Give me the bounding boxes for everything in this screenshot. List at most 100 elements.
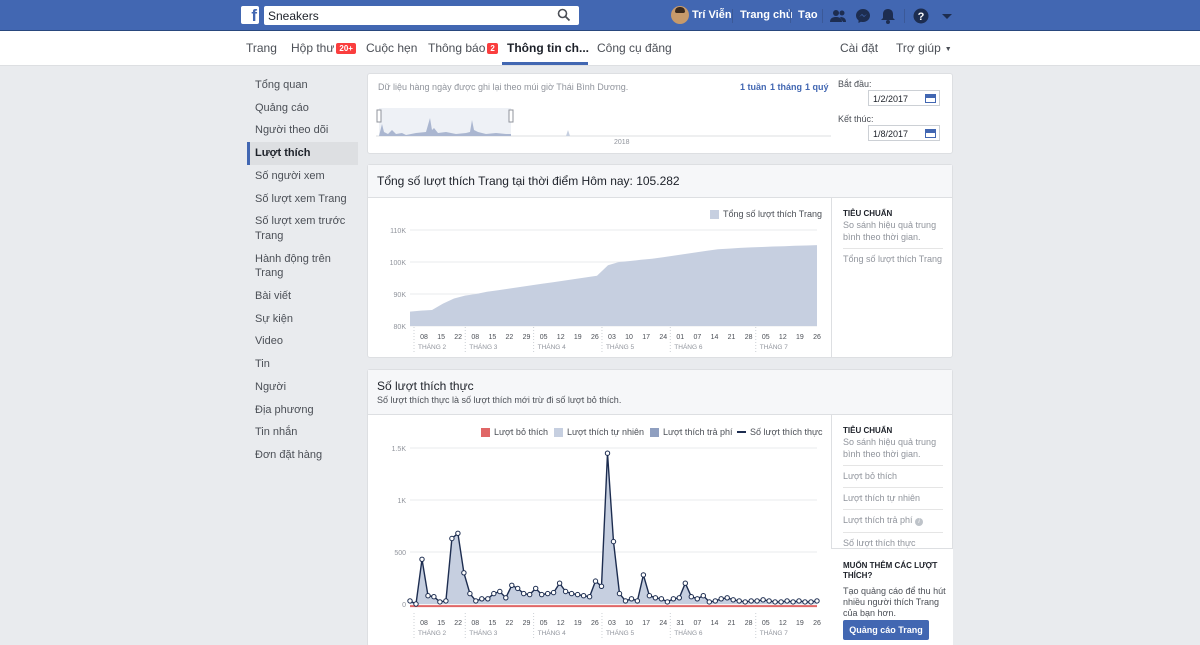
- legend-net[interactable]: Số lượt thích thực: [737, 427, 822, 437]
- minimap-handle-left[interactable]: [376, 109, 382, 123]
- sidebar-item-events[interactable]: Sự kiện: [255, 312, 293, 325]
- sidebar-item-followers[interactable]: Người theo dõi: [255, 124, 329, 137]
- home-link[interactable]: Trang chủ: [740, 9, 793, 21]
- range-1-week-link[interactable]: 1 tuần: [740, 82, 767, 92]
- data-point-net: [694, 596, 700, 602]
- avatar[interactable]: [671, 6, 689, 24]
- benchmark-item-organic[interactable]: Lượt thích tự nhiên: [843, 487, 943, 509]
- legend-swatch: [710, 209, 719, 219]
- data-point-net: [616, 590, 623, 597]
- data-point-net: [760, 597, 766, 603]
- x-tick-label: 22: [454, 334, 462, 341]
- legend-swatch: [554, 427, 563, 437]
- minimap-selection: [379, 108, 511, 136]
- x-tick-label: 05: [762, 334, 770, 341]
- sidebar-item-page-views[interactable]: Số lượt xem Trang: [255, 192, 347, 205]
- sidebar-item-videos[interactable]: Video: [255, 335, 283, 348]
- facebook-logo-icon[interactable]: f: [241, 6, 259, 25]
- timeline-minimap[interactable]: [376, 96, 831, 142]
- settings-link[interactable]: Cài đặt: [840, 41, 878, 55]
- help-dropdown[interactable]: Trợ giúp ▼: [896, 41, 952, 55]
- promote-page-button[interactable]: Quảng cáo Trang: [843, 620, 929, 640]
- tab-insights[interactable]: Thông tin ch...: [507, 41, 589, 55]
- timezone-note: Dữ liệu hàng ngày được ghi lại theo múi …: [378, 82, 629, 92]
- data-point-net: [550, 589, 557, 596]
- data-point-net: [443, 598, 449, 604]
- sidebar-item-stories[interactable]: Tin: [255, 358, 270, 371]
- total-likes-panel: Tổng số lượt thích Trang tại thời điểm H…: [367, 164, 953, 358]
- sidebar-item-orders[interactable]: Đơn đặt hàng: [255, 448, 323, 461]
- minimap-handle-right[interactable]: [508, 109, 514, 123]
- data-point-net: [724, 595, 730, 601]
- legend-organic-label: Lượt thích tự nhiên: [567, 427, 644, 437]
- legend-paid-label: Lượt thích trả phí: [663, 427, 733, 437]
- tab-page[interactable]: Trang: [246, 41, 277, 55]
- profile-link[interactable]: Trí Viễn: [692, 9, 732, 21]
- sidebar-item-likes[interactable]: Lượt thích: [247, 142, 358, 165]
- end-date-value: 1/8/2017: [873, 129, 909, 139]
- minimap-series: [379, 118, 511, 136]
- search-icon[interactable]: [557, 8, 571, 22]
- x-tick-label: 10: [625, 334, 633, 341]
- info-icon[interactable]: i: [914, 518, 923, 526]
- calendar-icon[interactable]: [925, 129, 936, 138]
- month-label: THÁNG 7: [760, 628, 789, 637]
- sidebar-item-overview[interactable]: Tổng quan: [255, 79, 308, 91]
- account-menu-chevron-down-icon[interactable]: [938, 7, 956, 25]
- search-input[interactable]: Sneakers: [264, 6, 579, 25]
- sidebar-item-actions[interactable]: Hành động trên Trang: [255, 252, 331, 280]
- total-likes-legend[interactable]: Tổng số lượt thích Trang: [710, 209, 822, 219]
- benchmark-item-total-likes[interactable]: Tổng số lượt thích Trang: [843, 248, 943, 270]
- benchmark-title: TIÊU CHUẨN: [843, 209, 893, 218]
- insights-sidebar: Tổng quan Quảng cáo Người theo dõi Lượt …: [247, 74, 358, 467]
- create-link[interactable]: Tạo: [798, 9, 818, 21]
- x-tick-label: 15: [437, 334, 445, 341]
- tab-publishing-tools-label: Công cụ đăng: [597, 41, 672, 55]
- tab-publishing-tools[interactable]: Công cụ đăng: [597, 41, 672, 55]
- data-point-net: [652, 595, 659, 601]
- sidebar-item-people[interactable]: Người: [255, 380, 287, 393]
- promo-text: Tạo quảng cáo để thu hút nhiều người thí…: [843, 586, 946, 618]
- data-point-net: [796, 598, 802, 604]
- legend-organic[interactable]: Lượt thích tự nhiên: [554, 427, 644, 437]
- sidebar-item-reach[interactable]: Số người xem: [255, 169, 325, 182]
- start-date-input[interactable]: 1/2/2017: [868, 90, 940, 106]
- sidebar-item-messages[interactable]: Tin nhắn: [255, 426, 298, 439]
- x-tick-label: 24: [659, 334, 667, 341]
- benchmark-item-paid[interactable]: Lượt thích trả phí i: [843, 509, 943, 532]
- sidebar-item-page-previews[interactable]: Số lượt xem trước Trang: [255, 215, 346, 242]
- divider: [904, 9, 905, 23]
- legend-paid[interactable]: Lượt thích trả phí: [650, 427, 732, 437]
- range-1-quarter-link[interactable]: 1 quý: [805, 82, 829, 92]
- divider: [831, 415, 832, 645]
- x-tick-label: 03: [608, 334, 616, 341]
- notifications-icon[interactable]: [879, 7, 897, 25]
- data-point-net: [682, 580, 688, 586]
- benchmark-item-unlikes[interactable]: Lượt bỏ thích: [843, 465, 943, 487]
- data-point-net: [676, 595, 682, 601]
- messenger-icon[interactable]: [854, 7, 872, 25]
- data-point-net: [455, 530, 461, 537]
- date-range-panel: Dữ liệu hàng ngày được ghi lại theo múi …: [367, 73, 953, 154]
- total-likes-chart[interactable]: 80K 90K 100K 110K 08 15 22 08 15 22 29 05 12 19 26 03 10…: [368, 220, 831, 358]
- tab-inbox[interactable]: Hộp thư 20+: [291, 41, 356, 55]
- tab-appointments[interactable]: Cuộc hẹn: [366, 41, 417, 55]
- calendar-icon[interactable]: [925, 94, 936, 103]
- data-point-net: [598, 583, 605, 590]
- help-icon[interactable]: ?: [912, 7, 930, 25]
- month-label: THÁNG 6: [674, 342, 703, 351]
- legend-unlikes[interactable]: Lượt bỏ thích: [481, 427, 548, 437]
- end-date-input[interactable]: 1/8/2017: [868, 125, 940, 141]
- top-bar: f Sneakers Trí Viễn Trang chủ Tạo ?: [0, 0, 1200, 31]
- range-1-month-link[interactable]: 1 tháng: [770, 82, 803, 92]
- benchmark-item-net[interactable]: Số lượt thích thực: [843, 532, 943, 554]
- tab-notifications[interactable]: Thông báo 2: [428, 41, 498, 55]
- sidebar-item-ads[interactable]: Quảng cáo: [255, 101, 309, 114]
- sidebar-item-posts[interactable]: Bài viết: [255, 290, 292, 303]
- friend-requests-icon[interactable]: [829, 7, 847, 25]
- sidebar-item-local[interactable]: Địa phương: [255, 403, 314, 416]
- data-point-net: [658, 596, 665, 602]
- data-point-net: [688, 594, 694, 600]
- data-point-net: [766, 598, 772, 604]
- net-likes-chart[interactable]: 0 500 1K 1.5K 08 15 22 08 15 22 29 05 12 19 26 03 10 17 24…: [368, 438, 831, 645]
